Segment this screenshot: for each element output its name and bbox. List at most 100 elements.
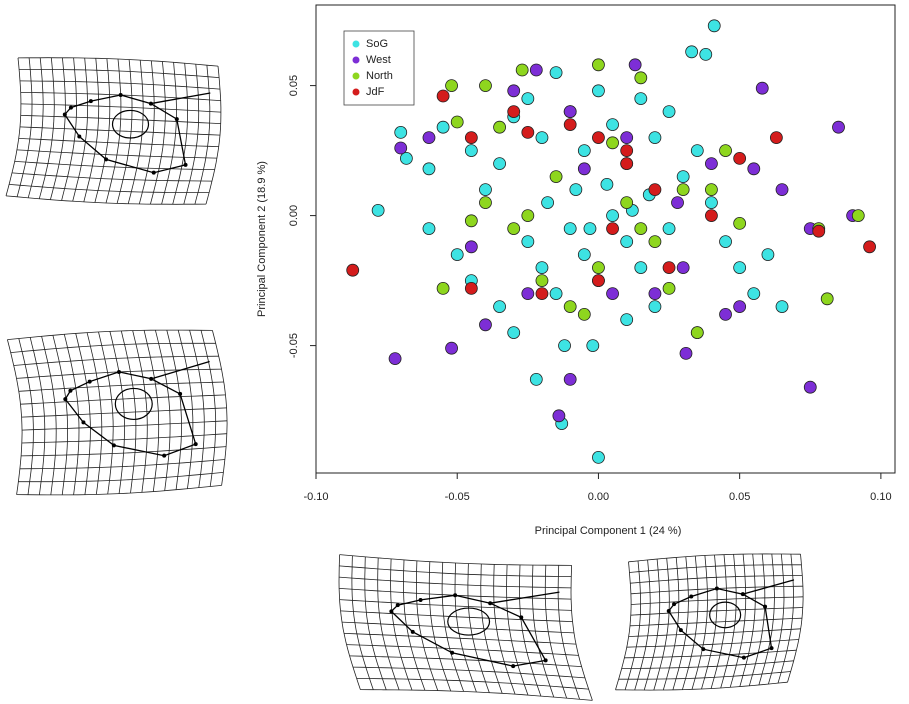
landmark [184,163,188,167]
point [550,171,562,183]
point [621,158,633,170]
grid-line-warp [18,472,223,481]
legend-marker [353,41,360,48]
point [629,59,641,71]
point [770,132,782,144]
point [607,137,619,149]
point [852,210,864,222]
point [592,451,604,463]
landmark [149,102,153,106]
landmark [488,601,492,605]
point [748,163,760,175]
point [508,327,520,339]
landmark [389,609,393,613]
point [748,288,760,300]
point [465,215,477,227]
grid-line-warp [9,184,209,192]
point [437,282,449,294]
point [621,145,633,157]
point [372,204,384,216]
point [734,217,746,229]
point [776,301,788,313]
point [578,308,590,320]
point [705,210,717,222]
landmark [741,592,745,596]
landmark [396,603,400,607]
point [536,262,548,274]
point [479,184,491,196]
point [465,282,477,294]
point [587,340,599,352]
point [607,288,619,300]
grid-line-warp [17,485,222,495]
legend: SoGWestNorthJdF [344,31,414,105]
point [395,126,407,138]
grid-line-warp [7,330,212,340]
point [530,64,542,76]
landmark [511,664,515,668]
grid-line-warp [6,196,206,204]
point [465,132,477,144]
landmark [770,646,774,650]
point [553,410,565,422]
point [508,223,520,235]
point [621,314,633,326]
landmark [689,594,693,598]
landmark [742,656,746,660]
point [522,236,534,248]
point [734,262,746,274]
point [776,184,788,196]
point [649,288,661,300]
legend-label: West [366,54,391,66]
point [592,262,604,274]
grid-line-warp [616,562,632,690]
point [691,327,703,339]
point [522,93,534,105]
point [564,119,576,131]
legend-marker [353,57,360,64]
point [680,347,692,359]
point [347,264,359,276]
grid-line-warp [6,58,21,196]
x-tick-label: -0.10 [303,491,328,503]
grid-line-warp [7,340,22,495]
point [522,288,534,300]
point [635,72,647,84]
legend-label: North [366,70,393,82]
landmark [112,443,116,447]
point [465,145,477,157]
point [446,342,458,354]
point [635,223,647,235]
point [508,85,520,97]
point [705,158,717,170]
point [437,121,449,133]
point [607,223,619,235]
grid-line-warp [342,622,574,633]
landmark [89,99,93,103]
landmark-outline [65,372,195,456]
point [578,163,590,175]
point [649,236,661,248]
landmark [104,157,108,161]
figure: Principal Component 1 (24 %) Principal C… [0,0,909,704]
point [691,145,703,157]
point [508,106,520,118]
point [734,301,746,313]
point [607,210,619,222]
point [494,158,506,170]
landmark [68,389,72,393]
point [720,308,732,320]
point [494,301,506,313]
point [570,184,582,196]
landmark [63,397,67,401]
landmark [69,106,73,110]
landmark [88,380,92,384]
point [530,373,542,385]
point [564,301,576,313]
point [550,288,562,300]
point [677,171,689,183]
point [649,184,661,196]
point [395,142,407,154]
legend-marker [353,73,360,80]
point [479,319,491,331]
